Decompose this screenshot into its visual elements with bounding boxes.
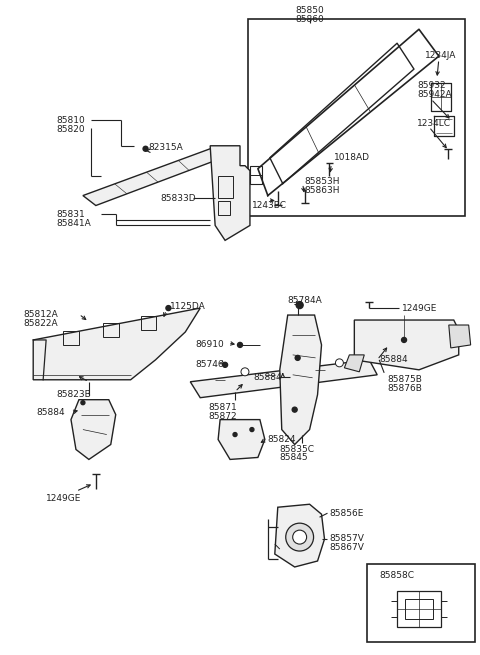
Text: 85831: 85831 (56, 210, 85, 219)
Text: 85871: 85871 (208, 403, 237, 412)
Text: 85876B: 85876B (387, 384, 422, 393)
Circle shape (296, 301, 303, 309)
Text: 1234LC: 1234LC (417, 119, 451, 128)
Bar (397, 591, 441, 627)
Circle shape (223, 362, 228, 367)
Polygon shape (71, 400, 116, 459)
Polygon shape (33, 308, 200, 380)
Text: 1125DA: 1125DA (170, 302, 206, 311)
Text: 1234JA: 1234JA (425, 51, 456, 60)
Text: 85841A: 85841A (56, 219, 91, 229)
Bar (218, 200, 230, 215)
Text: 85860: 85860 (295, 15, 324, 24)
Bar (367, 564, 475, 642)
Circle shape (293, 530, 307, 544)
Polygon shape (354, 320, 459, 370)
Circle shape (81, 401, 85, 405)
Circle shape (143, 146, 148, 151)
Text: 1249GE: 1249GE (402, 304, 437, 313)
Text: 1018AD: 1018AD (334, 153, 370, 162)
Circle shape (291, 363, 299, 371)
Polygon shape (275, 504, 324, 567)
Text: 85784A: 85784A (288, 296, 323, 305)
Text: 85810: 85810 (56, 116, 85, 125)
Bar (248, 19, 465, 216)
Text: 85867V: 85867V (329, 543, 364, 552)
Text: 85853H: 85853H (305, 177, 340, 185)
Bar (218, 176, 233, 198)
Polygon shape (210, 146, 250, 240)
Text: 85850: 85850 (295, 7, 324, 15)
Circle shape (166, 306, 171, 310)
Polygon shape (449, 325, 471, 348)
Text: 1249GE: 1249GE (46, 495, 82, 503)
Circle shape (336, 359, 343, 367)
Text: 85746: 85746 (195, 360, 224, 369)
Text: 85812A: 85812A (23, 310, 58, 319)
Polygon shape (83, 149, 220, 206)
Text: 85824: 85824 (268, 434, 296, 443)
Circle shape (250, 428, 254, 432)
Text: 85884: 85884 (253, 373, 282, 382)
Text: 85875B: 85875B (387, 375, 422, 384)
Text: 85822A: 85822A (23, 319, 58, 328)
Bar (63, 331, 79, 345)
Circle shape (286, 523, 313, 551)
Bar (405, 599, 433, 619)
Polygon shape (344, 355, 364, 372)
Text: 1243BC: 1243BC (252, 200, 287, 210)
Circle shape (233, 432, 237, 436)
Text: 85845: 85845 (280, 453, 308, 462)
Polygon shape (218, 420, 265, 459)
Text: 85884: 85884 (379, 355, 408, 364)
Text: 82315A: 82315A (148, 143, 183, 152)
Text: 85863H: 85863H (305, 185, 340, 195)
Text: 85942A: 85942A (417, 90, 452, 99)
Bar (103, 323, 119, 337)
Circle shape (238, 343, 242, 347)
Text: 85823B: 85823B (56, 390, 91, 399)
Text: 85833D: 85833D (160, 194, 196, 202)
Text: 86910: 86910 (195, 340, 224, 349)
Polygon shape (190, 360, 377, 398)
Circle shape (402, 337, 407, 343)
Text: 85820: 85820 (56, 125, 84, 134)
Text: 85835C: 85835C (280, 445, 315, 453)
Circle shape (241, 368, 249, 376)
Text: 85857V: 85857V (329, 534, 364, 543)
Text: 85872: 85872 (208, 411, 237, 421)
Bar (141, 316, 156, 330)
Circle shape (295, 356, 300, 360)
Polygon shape (280, 315, 322, 445)
Text: 85858C: 85858C (379, 571, 414, 580)
Bar (250, 166, 262, 183)
Circle shape (292, 407, 297, 412)
Text: 85932: 85932 (417, 81, 445, 90)
Text: 85884: 85884 (36, 407, 65, 417)
Text: 85856E: 85856E (329, 509, 364, 518)
